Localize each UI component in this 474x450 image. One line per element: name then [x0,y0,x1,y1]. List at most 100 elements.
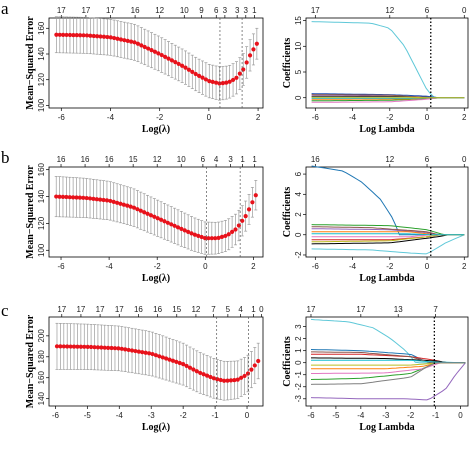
mse-point [234,75,239,80]
x-axis-label: Log Lambda [359,422,414,433]
mse-point [142,44,147,50]
y-axis-label: Coefficients [282,336,293,387]
mse-point [186,67,191,72]
mse-point [106,345,111,350]
mse-point [111,199,116,204]
top-tick-label: 1 [240,155,245,164]
mse-point [95,34,100,39]
y-tick-label: 15 [294,16,303,25]
mse-point [78,344,83,349]
y-tick-label: 180 [37,350,46,364]
x-tick-label: -5 [84,411,92,420]
mse-point [64,194,69,200]
x-tick-label: 0 [458,411,463,420]
mse-point [166,56,171,61]
mse-point [202,236,208,241]
mse-point [101,197,106,203]
mse-point [170,358,176,363]
mse-point [206,236,211,241]
x-tick-label: 0 [425,262,430,271]
mse-point [150,351,155,357]
top-tick-label: 17 [57,6,66,15]
mse-point [204,373,210,378]
x-tick-label: -4 [349,113,357,122]
mse-point [233,227,238,232]
x-axis-label: Log(λ) [142,124,170,135]
y-tick-label: 2 [294,336,303,341]
top-tick-label: 15 [129,155,138,164]
coef-path [311,234,465,245]
mse-point [95,345,101,350]
mse-point [152,214,157,219]
mse-point [240,218,245,223]
mse-point [108,198,113,204]
top-tick-label: 10 [177,155,186,164]
mse-point [112,35,117,41]
mse-point [105,34,110,40]
y-tick-label: 120 [37,72,46,86]
mse-point [115,36,120,41]
mse-point [146,46,151,51]
mse-point [193,71,198,77]
mse-point [210,79,215,84]
mse-point [198,370,203,376]
x-tick-label: -4 [357,411,365,420]
mse-point [123,347,128,352]
mse-point [61,344,66,349]
y-tick-label: 0 [294,232,303,237]
mse-point [239,375,244,380]
top-tick-label: 6 [214,6,219,15]
top-tick-label: 17 [356,305,365,314]
mse-point [119,346,124,351]
y-tick-label: 160 [37,21,46,35]
top-tick-label: 3 [235,6,240,15]
x-tick-label: -6 [312,262,320,271]
mse-point [71,195,76,200]
mse-point [200,75,205,80]
x-tick-label: -3 [148,411,156,420]
mse-point [126,347,131,353]
plot-frame [48,166,264,258]
mse-point [162,219,167,224]
mse-point [115,200,120,205]
mse-point [224,80,229,85]
x-tick-label: 2 [462,113,467,122]
y-axis-label: Coefficients [282,187,293,238]
mse-point [186,229,191,234]
top-tick-label: 7 [211,305,216,314]
mse-point [84,33,90,38]
mse-points [54,193,258,241]
mse-point [179,226,184,231]
mse-point [230,229,235,234]
mse-point [136,349,141,354]
top-tick-label: 15 [172,305,181,314]
mse-point [245,371,251,376]
mse-point [223,233,228,239]
y-tick-label: 1 [294,348,303,353]
coef-path-plot: -6 -4 -2 0 2 0 5 10 15 17 12 6 0 Log Lambda Coefficien… [282,6,469,135]
mse-point [237,71,242,76]
mse-point [160,355,165,360]
plot-frame [305,316,469,407]
mse-point [174,359,179,364]
top-tick-label: 13 [394,305,403,314]
plot-frame [305,166,469,258]
top-tick-label: 16 [105,155,114,164]
top-tick-label: 12 [155,6,164,15]
mse-point [109,345,114,351]
x-tick-label: -6 [312,113,320,122]
top-tick-label: 0 [462,155,467,164]
x-tick-label: 2 [256,113,261,122]
top-tick-label: 10 [180,6,189,15]
y-tick-label: 0 [294,95,303,100]
top-tick-label: 12 [385,155,394,164]
mse-point [243,213,248,219]
panel-letter: b [1,148,10,167]
mse-point [251,47,256,52]
x-tick-label: -4 [116,411,124,420]
mse-point [128,204,133,209]
mse-point [125,203,130,208]
y-tick-label: 140 [37,391,46,405]
mse-point [129,39,134,44]
